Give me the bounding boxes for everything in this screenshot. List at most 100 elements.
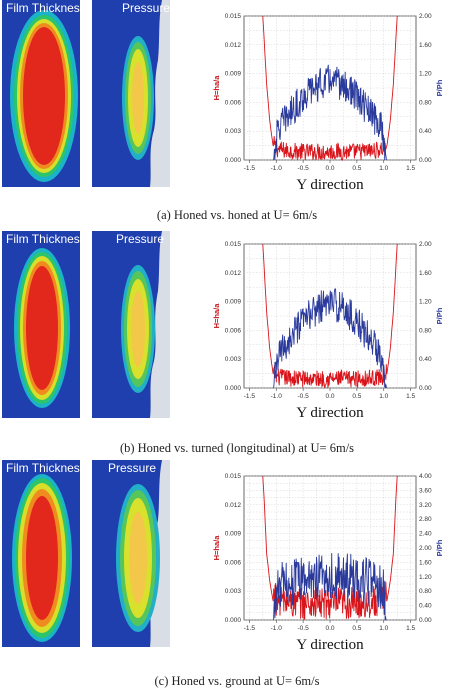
- series-film-thickness: [262, 475, 398, 621]
- y-left-tick-label: 0.009: [225, 299, 242, 306]
- series-film-thickness: [262, 243, 398, 389]
- x-tick-label: -1.5: [244, 625, 256, 632]
- chart-a: -1.5 -1.0 -0.5 0.0 0.5 1.0 1.5 0.000 0.003 0.006 0…: [210, 8, 450, 198]
- chart-svg: -1.5 -1.0 -0.5 0.0 0.5 1.0 1.5 0.000 0.003 0.006 0…: [212, 13, 444, 193]
- y-left-tick-label: 0.003: [225, 128, 242, 135]
- y-left-tick-label: 0.009: [225, 71, 242, 78]
- film-thickness-map: Film Thickness: [2, 231, 80, 418]
- x-axis-label: Y direction: [296, 405, 364, 421]
- film-thickness-label: Film Thickness: [6, 232, 80, 246]
- x-tick-label: -1.5: [244, 393, 256, 400]
- y-right-tick-label: 0.00: [419, 385, 432, 392]
- y-left-tick-label: 0.006: [225, 559, 242, 566]
- chart-svg: -1.5 -1.0 -0.5 0.0 0.5 1.0 1.5 0.000 0.003 0.006 0…: [212, 241, 444, 421]
- x-tick-label: 0.5: [352, 625, 361, 632]
- y-right-tick-label: 2.00: [419, 13, 432, 20]
- x-tick-label: 1.0: [379, 393, 388, 400]
- y-left-tick-label: 0.006: [225, 99, 242, 106]
- pressure-map: Pressure: [92, 460, 170, 647]
- film-thickness-contour: [2, 460, 80, 647]
- caption-a: (a) Honed vs. honed at U= 6m/s: [156, 208, 318, 222]
- y-right-axis-label: P/Ph: [435, 307, 444, 324]
- x-tick-label: 1.5: [406, 165, 415, 172]
- y-left-tick-label: 0.000: [225, 385, 242, 392]
- y-right-tick-label: 1.60: [419, 559, 432, 566]
- x-tick-label: -1.0: [271, 393, 283, 400]
- film-thickness-contour: [2, 231, 80, 418]
- y-left-tick-label: 0.000: [225, 617, 242, 624]
- pressure-label: Pressure: [122, 1, 170, 15]
- chart-svg: -1.5 -1.0 -0.5 0.0 0.5 1.0 1.5 0.000 0.003 0.006 0…: [212, 473, 444, 653]
- x-axis-label: Y direction: [296, 637, 364, 653]
- panel-b: Film Thickness Pressure -1.5 -1.0 -0.5 0.0 0…: [0, 230, 474, 455]
- y-left-tick-label: 0.003: [225, 588, 242, 595]
- y-right-tick-label: 0.40: [419, 356, 432, 363]
- panel-a: Film Thickness Pressure -1.5 -1.0 -0.5 0.0 0…: [0, 0, 474, 230]
- x-tick-label: -0.5: [298, 393, 310, 400]
- film-thickness-map: Film Thickness: [2, 460, 80, 647]
- x-tick-label: 1.5: [406, 625, 415, 632]
- x-tick-label: 0.0: [325, 625, 334, 632]
- y-right-tick-label: 1.60: [419, 270, 432, 277]
- y-right-tick-label: 2.00: [419, 545, 432, 552]
- x-tick-label: -0.5: [298, 625, 310, 632]
- pressure-map: Pressure: [92, 231, 170, 418]
- pressure-contour: [92, 0, 170, 187]
- x-tick-label: 0.0: [325, 393, 334, 400]
- series-pressure: [273, 552, 387, 621]
- x-axis-label: Y direction: [296, 177, 364, 193]
- y-right-tick-label: 0.00: [419, 617, 432, 624]
- pressure-map: Pressure: [92, 0, 170, 187]
- film-thickness-contour: [2, 0, 80, 187]
- y-left-tick-label: 0.000: [225, 157, 242, 164]
- y-right-tick-label: 1.20: [419, 574, 432, 581]
- y-left-tick-label: 0.003: [225, 356, 242, 363]
- y-left-tick-label: 0.006: [225, 327, 242, 334]
- x-tick-label: 1.0: [379, 165, 388, 172]
- panel-c: Film Thickness Pressure -1.5 -1.0 -0.5 0.0 0…: [0, 458, 474, 692]
- x-tick-label: 0.5: [352, 393, 361, 400]
- y-right-tick-label: 2.00: [419, 241, 432, 248]
- y-right-tick-label: 0.80: [419, 588, 432, 595]
- y-left-tick-label: 0.012: [225, 502, 242, 509]
- x-tick-label: 0.0: [325, 165, 334, 172]
- y-left-tick-label: 0.015: [225, 473, 242, 480]
- series-pressure: [273, 64, 387, 161]
- y-left-tick-label: 0.009: [225, 531, 242, 538]
- x-tick-label: -1.5: [244, 165, 256, 172]
- chart-c: -1.5 -1.0 -0.5 0.0 0.5 1.0 1.5 0.000 0.003 0.006 0…: [210, 468, 450, 658]
- y-right-tick-label: 1.20: [419, 299, 432, 306]
- x-tick-label: 1.5: [406, 393, 415, 400]
- y-left-axis-label: H=ha/a: [212, 303, 221, 329]
- pressure-label: Pressure: [108, 461, 157, 475]
- x-tick-label: 1.0: [379, 625, 388, 632]
- y-left-tick-label: 0.012: [225, 270, 242, 277]
- y-right-tick-label: 1.60: [419, 42, 432, 49]
- y-left-tick-label: 0.015: [225, 13, 242, 20]
- y-right-tick-label: 0.80: [419, 327, 432, 334]
- caption-b: (b) Honed vs. turned (longitudinal) at U…: [119, 441, 355, 455]
- film-thickness-label: Film Thickness: [6, 461, 80, 475]
- series-pressure: [273, 288, 387, 389]
- y-right-tick-label: 0.80: [419, 99, 432, 106]
- series-film-thickness: [262, 15, 398, 162]
- y-right-tick-label: 1.20: [419, 71, 432, 78]
- y-right-tick-label: 4.00: [419, 473, 432, 480]
- film-thickness-label: Film Thickness: [6, 1, 80, 15]
- y-right-tick-label: 0.40: [419, 603, 432, 610]
- y-right-axis-label: P/Ph: [435, 79, 444, 96]
- pressure-label: Pressure: [116, 232, 165, 246]
- y-right-tick-label: 2.40: [419, 531, 432, 538]
- x-tick-label: -1.0: [271, 625, 283, 632]
- film-thickness-map: Film Thickness: [2, 0, 80, 187]
- y-right-tick-label: 2.80: [419, 516, 432, 523]
- y-right-axis-label: P/Ph: [435, 539, 444, 556]
- caption-c: (c) Honed vs. ground at U= 6m/s: [154, 674, 320, 688]
- y-left-tick-label: 0.012: [225, 42, 242, 49]
- x-tick-label: -0.5: [298, 165, 310, 172]
- y-right-tick-label: 0.00: [419, 157, 432, 164]
- pressure-contour: [92, 231, 170, 418]
- chart-b: -1.5 -1.0 -0.5 0.0 0.5 1.0 1.5 0.000 0.003 0.006 0…: [210, 236, 450, 426]
- x-tick-label: 0.5: [352, 165, 361, 172]
- y-right-tick-label: 0.40: [419, 128, 432, 135]
